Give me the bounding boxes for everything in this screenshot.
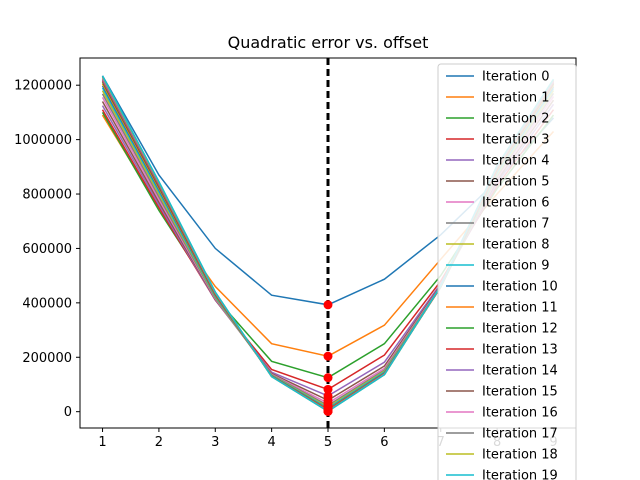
y-tick-label: 1000000 (14, 133, 72, 148)
min-marker-2 (323, 373, 333, 383)
legend-label: Iteration 13 (482, 343, 558, 358)
legend-label: Iteration 2 (482, 112, 550, 127)
x-tick-label: 2 (155, 435, 163, 450)
legend-label: Iteration 4 (482, 154, 550, 169)
y-tick-label: 400000 (22, 296, 72, 311)
minimum-markers (323, 300, 333, 416)
y-tick-label: 800000 (22, 188, 72, 203)
legend-label: Iteration 14 (482, 364, 558, 379)
legend-label: Iteration 10 (482, 280, 558, 295)
x-tick-label: 5 (324, 435, 332, 450)
x-tick-label: 4 (267, 435, 275, 450)
legend-label: Iteration 11 (482, 301, 558, 316)
y-axis: 0 200000 400000 600000 800000 1000000 1200000 (14, 79, 80, 420)
legend-label: Iteration 12 (482, 322, 558, 337)
legend-label: Iteration 15 (482, 385, 558, 400)
y-tick-label: 1200000 (14, 79, 72, 94)
legend-label: Iteration 7 (482, 217, 550, 232)
x-tick-label: 1 (98, 435, 106, 450)
chart-title: Quadratic error vs. offset (228, 33, 429, 52)
y-tick-label: 0 (64, 405, 72, 420)
x-tick-label: 6 (380, 435, 388, 450)
legend-label: Iteration 0 (482, 70, 550, 85)
legend-label: Iteration 18 (482, 448, 558, 463)
legend-label: Iteration 17 (482, 427, 558, 442)
legend-label: Iteration 16 (482, 406, 558, 421)
y-tick-label: 200000 (22, 351, 72, 366)
legend-label: Iteration 6 (482, 196, 550, 211)
min-marker-3 (323, 384, 333, 394)
legend-label: Iteration 1 (482, 91, 550, 106)
legend-label: Iteration 9 (482, 259, 550, 274)
min-marker-1 (323, 351, 333, 361)
legend: Iteration 0 Iteration 1 Iteration 2 Iterati… (437, 63, 577, 480)
x-tick-label: 3 (211, 435, 219, 450)
legend-label: Iteration 8 (482, 238, 550, 253)
legend-label: Iteration 3 (482, 133, 550, 148)
legend-box (437, 63, 577, 480)
min-marker-0 (323, 300, 333, 310)
legend-label: Iteration 5 (482, 175, 550, 190)
min-marker-19 (323, 406, 333, 416)
y-tick-label: 600000 (22, 242, 72, 257)
legend-label: Iteration 19 (482, 469, 558, 480)
